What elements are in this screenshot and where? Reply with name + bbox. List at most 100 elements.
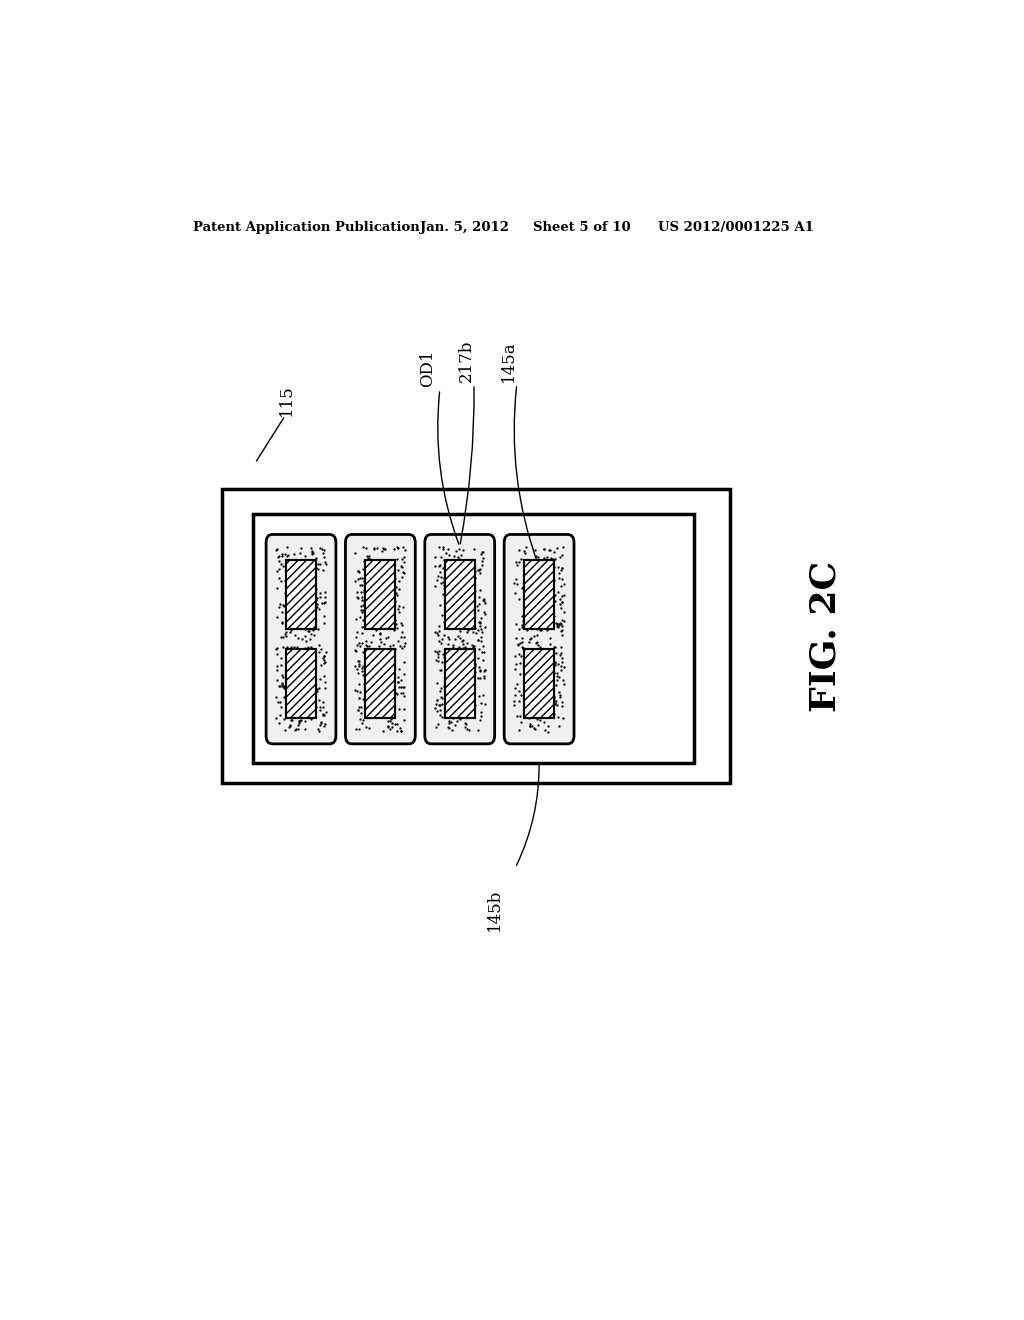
Point — [553, 576, 569, 597]
Point — [347, 655, 364, 676]
Point — [527, 700, 544, 721]
Point — [304, 566, 321, 587]
Point — [303, 652, 319, 673]
Point — [360, 702, 377, 723]
Point — [373, 631, 389, 652]
Point — [283, 668, 299, 689]
Point — [356, 675, 373, 696]
Point — [283, 715, 299, 737]
Point — [550, 557, 566, 578]
Point — [525, 682, 542, 704]
Point — [464, 690, 480, 711]
Point — [474, 550, 490, 572]
Point — [430, 566, 446, 587]
Point — [270, 568, 287, 589]
Point — [353, 574, 370, 595]
Point — [299, 701, 315, 722]
Point — [511, 719, 527, 741]
Point — [529, 686, 546, 708]
Point — [473, 702, 489, 723]
Point — [307, 576, 324, 597]
Point — [359, 574, 376, 595]
Point — [347, 680, 364, 701]
Point — [547, 591, 563, 612]
Point — [289, 700, 305, 721]
Point — [441, 710, 458, 731]
Point — [389, 548, 406, 569]
Point — [471, 586, 487, 607]
Point — [273, 554, 290, 576]
Point — [470, 657, 486, 678]
Point — [552, 643, 568, 664]
Point — [376, 569, 392, 590]
Point — [517, 577, 534, 598]
Point — [476, 603, 493, 624]
Point — [542, 550, 558, 572]
Point — [389, 684, 406, 705]
Point — [291, 711, 307, 733]
Point — [365, 552, 381, 573]
Point — [459, 671, 475, 692]
Point — [302, 623, 318, 644]
Point — [511, 644, 527, 665]
Point — [375, 612, 391, 634]
Point — [534, 619, 550, 640]
Point — [357, 697, 374, 718]
Point — [397, 540, 414, 561]
Point — [508, 627, 524, 648]
Point — [382, 582, 398, 603]
Point — [280, 544, 296, 565]
Point — [431, 640, 447, 661]
Point — [395, 635, 412, 656]
Point — [356, 557, 373, 578]
Point — [463, 605, 479, 626]
FancyBboxPatch shape — [286, 649, 316, 718]
Point — [349, 663, 366, 684]
Point — [372, 694, 388, 715]
Point — [467, 653, 483, 675]
Point — [439, 595, 456, 616]
Point — [382, 667, 398, 688]
Point — [511, 690, 527, 711]
Point — [381, 562, 397, 583]
Point — [315, 665, 332, 686]
Point — [550, 616, 566, 638]
Point — [427, 640, 443, 661]
Point — [290, 697, 306, 718]
Point — [311, 582, 328, 603]
Point — [286, 636, 302, 657]
Point — [304, 652, 321, 673]
Point — [431, 554, 447, 576]
Point — [509, 705, 525, 726]
Point — [442, 562, 459, 583]
Point — [546, 605, 562, 626]
Point — [506, 573, 522, 594]
Point — [384, 615, 400, 636]
Point — [476, 616, 493, 638]
Point — [430, 624, 446, 645]
Point — [291, 648, 307, 669]
Point — [547, 652, 563, 673]
Point — [312, 700, 329, 721]
Point — [459, 616, 475, 638]
Point — [390, 672, 407, 693]
Point — [465, 636, 481, 657]
Point — [536, 591, 552, 612]
Point — [522, 715, 539, 737]
Point — [348, 609, 365, 630]
Point — [520, 557, 537, 578]
Point — [284, 684, 300, 705]
Point — [286, 585, 302, 606]
Point — [272, 570, 289, 591]
Point — [357, 598, 374, 619]
Point — [271, 705, 288, 726]
Point — [512, 705, 528, 726]
Point — [459, 593, 475, 614]
Point — [376, 634, 392, 655]
Point — [452, 686, 468, 708]
Point — [553, 598, 569, 619]
Point — [269, 638, 286, 659]
Point — [467, 561, 483, 582]
Point — [268, 669, 285, 690]
Point — [466, 572, 482, 593]
